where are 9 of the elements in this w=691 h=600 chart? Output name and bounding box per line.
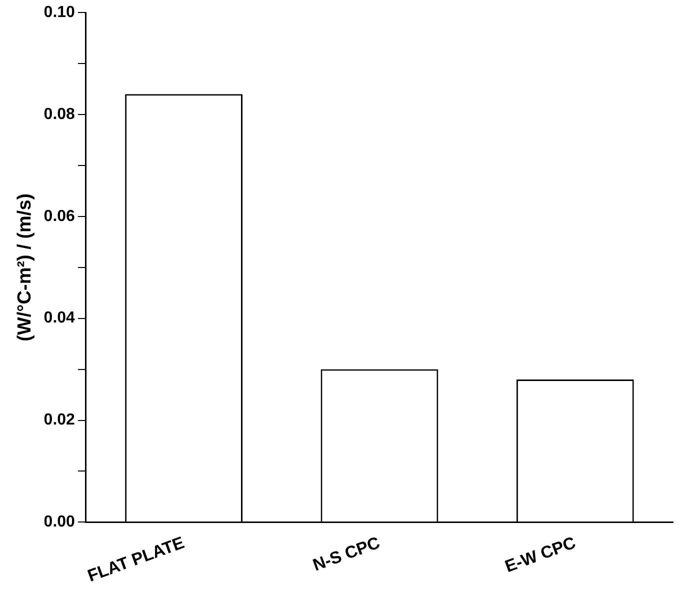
y-tick-label: 0.08: [44, 106, 76, 123]
x-tick-label: E-W CPC: [502, 533, 578, 576]
y-tick-label: 0.02: [44, 412, 76, 429]
y-tick-label: 0.00: [44, 514, 76, 531]
y-tick-label: 0.04: [44, 310, 76, 327]
y-tick-label: 0.10: [44, 4, 76, 22]
x-tick-label: N-S CPC: [310, 533, 382, 575]
y-axis-title: (W/°C-m²) / (m/s): [14, 193, 36, 342]
y-tick-label: 0.06: [44, 208, 76, 225]
